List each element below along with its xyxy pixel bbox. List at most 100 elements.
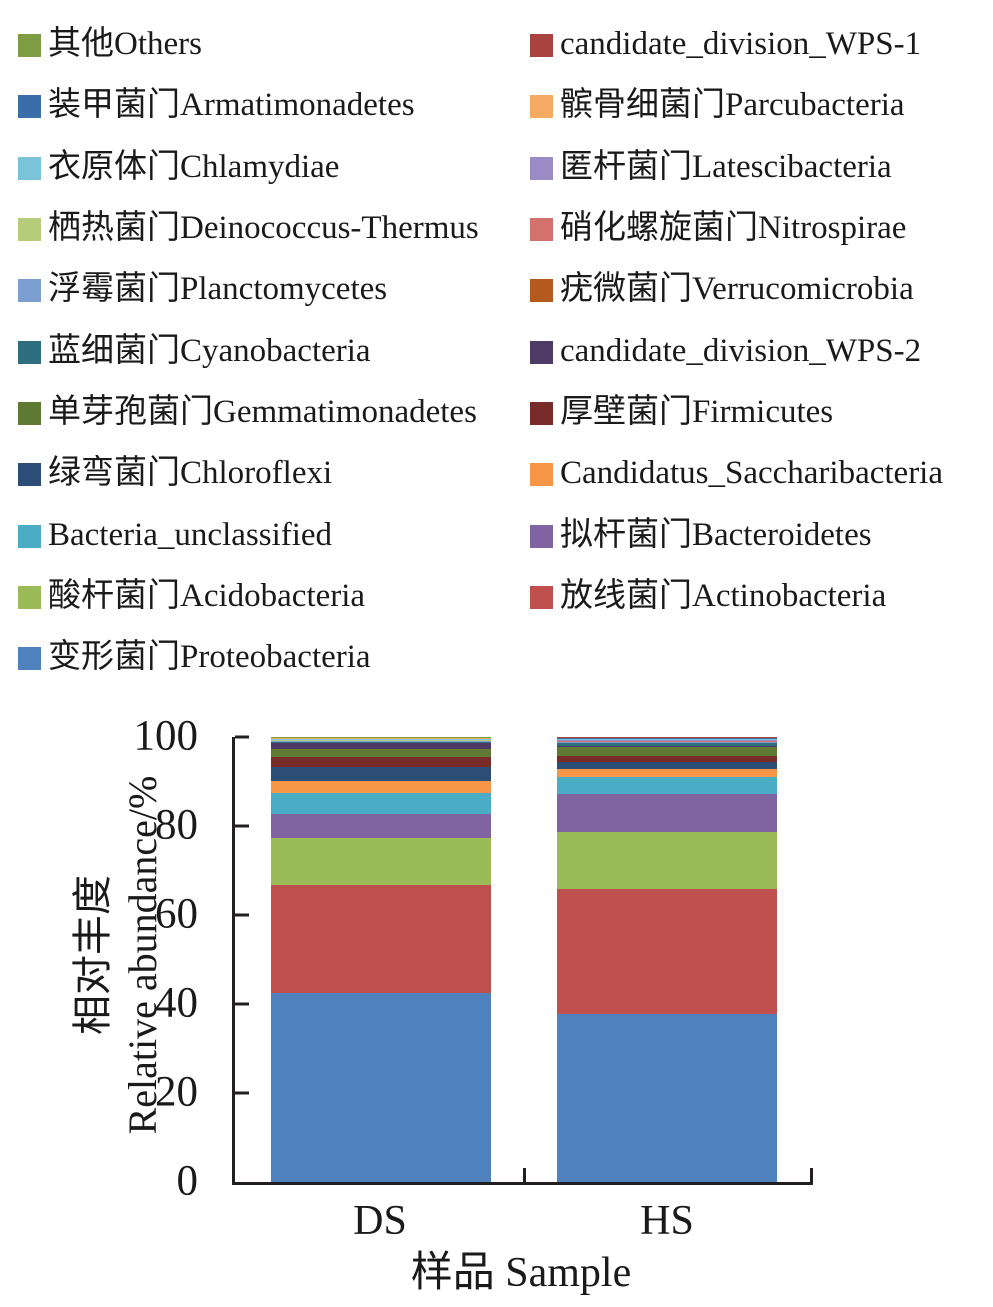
- y-tick-label-20: 20: [155, 1068, 198, 1116]
- bar-segment-HS-acidobacteria: [557, 831, 777, 889]
- legend-item-chlamydiae: 衣原体门Chlamydiae: [18, 148, 530, 185]
- legend-item-bacteroidetes: 拟杆菌门Bacteroidetes: [530, 516, 983, 553]
- bar-segment-DS-chloroflexi: [271, 767, 491, 782]
- legend-swatch-bacteroidetes: [530, 524, 553, 548]
- legend-label-chloroflexi: 绿弯菌门Chloroflexi: [48, 455, 333, 492]
- legend-item-acidobacteria: 酸杆菌门Acidobacteria: [18, 577, 530, 614]
- bar-segment-DS-chlamydiae: [271, 739, 491, 740]
- legend-item-wps2: candidate_division_WPS-2: [530, 332, 983, 369]
- bar-segment-HS-nitrospirae: [557, 741, 777, 742]
- bar-segment-HS-saccharibacteria: [557, 769, 777, 777]
- bar-DS: [271, 737, 491, 1182]
- x-axis-title: 样品 Sample: [410, 1250, 632, 1296]
- legend-item-gemmatimonadetes: 单芽孢菌门Gemmatimonadetes: [18, 393, 530, 430]
- legend-swatch-armatimonadetes: [18, 95, 41, 119]
- legend-item-nitrospirae: 硝化螺旋菌门Nitrospirae: [530, 212, 983, 245]
- legend-label-bacteria_unclassified: Bacteria_unclassified: [48, 516, 333, 553]
- legend-label-proteobacteria: 变形菌门Proteobacteria: [48, 639, 371, 676]
- bar-segment-DS-gemmatimonadetes: [271, 748, 491, 757]
- legend-swatch-firmicutes: [530, 401, 553, 425]
- legend-swatch-cyanobacteria: [18, 340, 41, 364]
- legend-swatch-nitrospirae: [530, 218, 553, 242]
- legend-swatch-parcubacteria: [530, 95, 553, 119]
- legend-swatch-chloroflexi: [18, 463, 41, 487]
- bar-segment-HS-wps1: [557, 737, 777, 739]
- legend-label-verrucomicrobia: 疣微菌门Verrucomicrobia: [560, 271, 914, 308]
- legend-label-parcubacteria: 髌骨细菌门Parcubacteria: [560, 87, 905, 124]
- legend-item-bacteria_unclassified: Bacteria_unclassified: [18, 516, 530, 553]
- legend-swatch-wps1: [530, 34, 553, 58]
- legend-item-planctomycetes: 浮霉菌门Planctomycetes: [18, 273, 530, 306]
- legend-label-wps1: candidate_division_WPS-1: [560, 26, 922, 63]
- bar-segment-HS-proteobacteria: [557, 1014, 777, 1182]
- bar-segment-DS-deinococcus_thermus: [271, 740, 491, 741]
- legend-swatch-actinobacteria: [530, 585, 553, 609]
- legend-swatch-bacteria_unclassified: [18, 524, 41, 548]
- legend-label-wps2: candidate_division_WPS-2: [560, 332, 922, 369]
- legend-swatch-chlamydiae: [18, 156, 41, 180]
- y-tick-mark-80: [235, 824, 249, 828]
- legend-swatch-planctomycetes: [18, 279, 41, 303]
- legend-item-deinococcus_thermus: 栖热菌门Deinococcus-Thermus: [18, 212, 530, 245]
- legend-item-cyanobacteria: 蓝细菌门Cyanobacteria: [18, 332, 530, 369]
- bar-segment-DS-bacteroidetes: [271, 814, 491, 839]
- legend-label-actinobacteria: 放线菌门Actinobacteria: [560, 577, 887, 614]
- legend-label-cyanobacteria: 蓝细菌门Cyanobacteria: [48, 332, 371, 369]
- plot-area: [232, 735, 813, 1185]
- bar-segment-HS-cyanobacteria: [557, 743, 777, 746]
- legend-swatch-others: [18, 34, 41, 58]
- legend-item-chloroflexi: 绿弯菌门Chloroflexi: [18, 457, 530, 490]
- legend-label-chlamydiae: 衣原体门Chlamydiae: [48, 148, 340, 185]
- bar-segment-DS-nitrospirae: [271, 740, 491, 742]
- bar-segment-DS-acidobacteria: [271, 838, 491, 886]
- legend-swatch-deinococcus_thermus: [18, 218, 41, 242]
- bar-segment-HS-planctomycetes: [557, 742, 777, 743]
- legend-swatch-proteobacteria: [18, 647, 41, 671]
- legend-label-nitrospirae: 硝化螺旋菌门Nitrospirae: [560, 210, 907, 247]
- bar-segment-HS-armatimonadetes: [557, 738, 777, 739]
- y-tick-label-80: 80: [155, 801, 198, 849]
- bar-segment-HS-verrucomicrobia: [557, 742, 777, 744]
- bar-segment-DS-bacteria_unclassified: [271, 793, 491, 815]
- legend-swatch-acidobacteria: [18, 585, 41, 609]
- bar-segment-DS-cyanobacteria: [271, 742, 491, 744]
- bar-segment-HS-wps2: [557, 745, 777, 748]
- legend-item-wps1: candidate_division_WPS-1: [530, 28, 983, 61]
- x-label-DS: DS: [353, 1198, 407, 1244]
- y-axis: 0 20 40 60 80 100: [0, 715, 222, 1203]
- legend-label-bacteroidetes: 拟杆菌门Bacteroidetes: [560, 516, 872, 553]
- legend-item-latescibacteria: 匿杆菌门Latescibacteria: [530, 150, 983, 184]
- legend-item-proteobacteria: 变形菌门Proteobacteria: [18, 641, 530, 674]
- legend-label-acidobacteria: 酸杆菌门Acidobacteria: [48, 577, 366, 614]
- y-tick-mark-100: [235, 735, 249, 739]
- bar-segment-DS-proteobacteria: [271, 993, 491, 1182]
- bar-segment-HS-bacteria_unclassified: [557, 776, 777, 795]
- legend-label-gemmatimonadetes: 单芽孢菌门Gemmatimonadetes: [48, 393, 477, 430]
- bar-segment-HS-firmicutes: [557, 755, 777, 762]
- y-tick-mark-60: [235, 913, 249, 917]
- bar-segment-HS-chlamydiae: [557, 739, 777, 741]
- bar-segment-DS-latescibacteria: [271, 739, 491, 741]
- legend-item-saccharibacteria: Candidatus_Saccharibacteria: [530, 457, 983, 490]
- y-tick-mark-20: [235, 1091, 249, 1095]
- legend-item-parcubacteria: 髌骨细菌门Parcubacteria: [530, 89, 983, 122]
- legend-label-deinococcus_thermus: 栖热菌门Deinococcus-Thermus: [48, 210, 479, 247]
- y-tick-label-40: 40: [155, 979, 198, 1027]
- legend-item-actinobacteria: 放线菌门Actinobacteria: [530, 577, 983, 614]
- legend-label-planctomycetes: 浮霉菌门Planctomycetes: [48, 271, 388, 308]
- legend-swatch-gemmatimonadetes: [18, 401, 41, 425]
- legend-swatch-latescibacteria: [530, 156, 553, 180]
- x-label-HS: HS: [640, 1198, 694, 1244]
- bar-segment-DS-planctomycetes: [271, 741, 491, 742]
- x-axis-tick-mid: [523, 1168, 526, 1182]
- bar-segment-DS-parcubacteria: [271, 738, 491, 740]
- legend-label-saccharibacteria: Candidatus_Saccharibacteria: [560, 455, 943, 492]
- bar-segment-DS-saccharibacteria: [271, 781, 491, 794]
- legend-item-armatimonadetes: 装甲菌门Armatimonadetes: [18, 89, 530, 122]
- bar-segment-HS-deinococcus_thermus: [557, 740, 777, 742]
- bar-segment-HS-bacteroidetes: [557, 794, 777, 832]
- legend-item-firmicutes: 厚壁菌门Firmicutes: [530, 393, 983, 430]
- y-tick-label-60: 60: [155, 890, 198, 938]
- legend-label-firmicutes: 厚壁菌门Firmicutes: [560, 393, 834, 430]
